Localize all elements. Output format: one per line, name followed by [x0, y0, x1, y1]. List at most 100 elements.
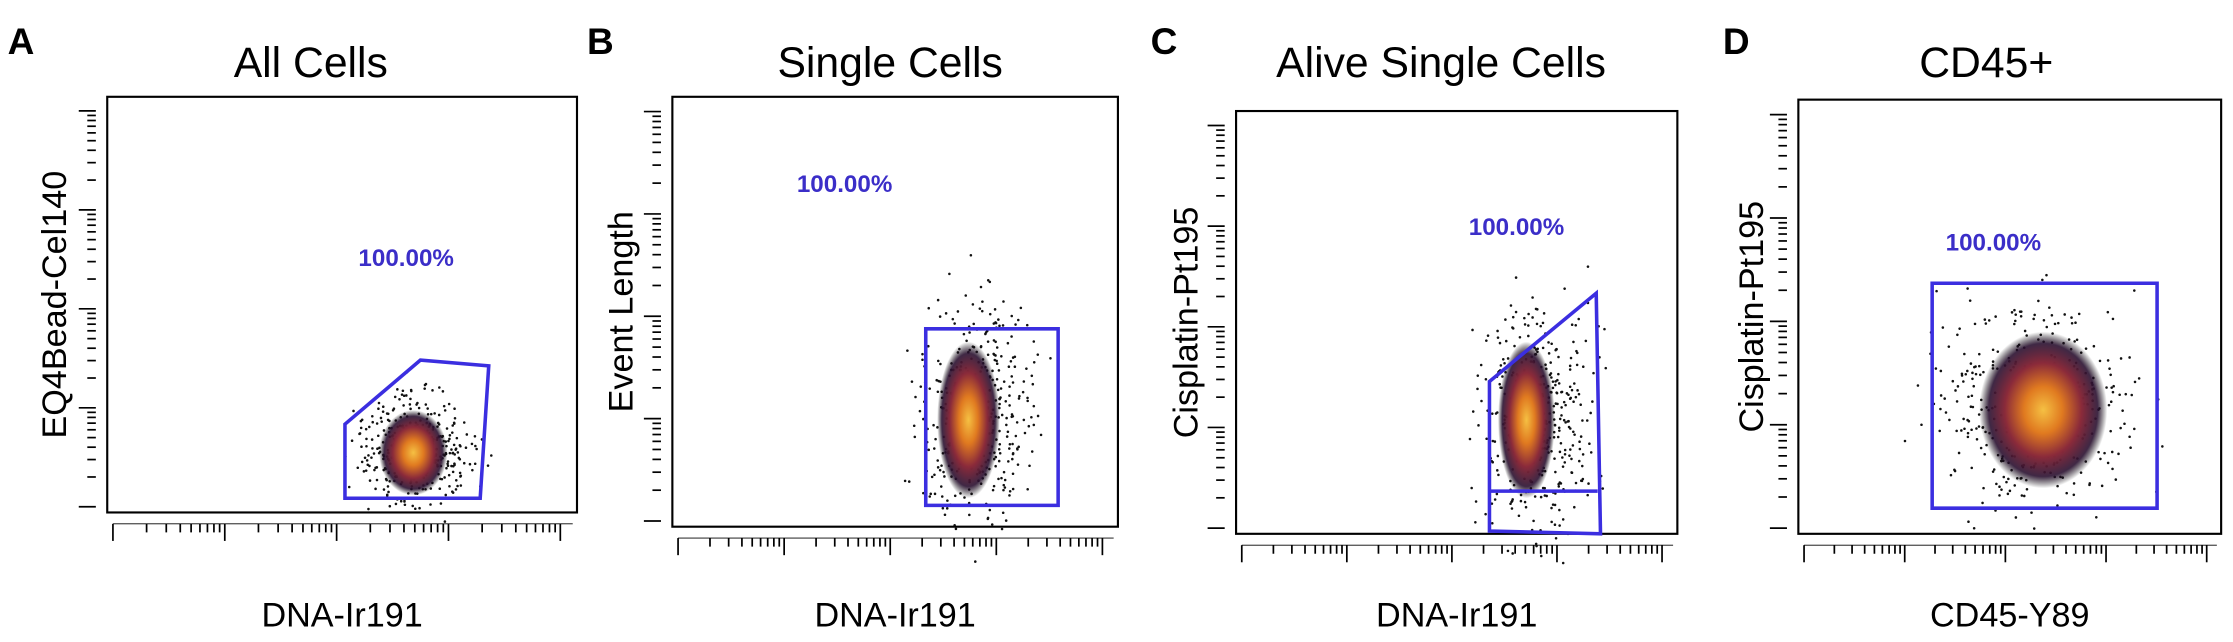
event-dot — [1581, 477, 1585, 481]
event-dot — [974, 560, 977, 563]
event-dot — [377, 407, 380, 410]
event-dot — [451, 431, 454, 434]
event-dot — [2019, 315, 2023, 318]
event-dot — [364, 427, 368, 431]
event-dot — [459, 474, 463, 478]
event-dot — [1503, 361, 1506, 365]
event-dot — [1556, 435, 1560, 439]
event-dot — [1554, 380, 1557, 383]
event-dot — [1510, 507, 1514, 510]
event-dot — [452, 443, 456, 447]
event-dot — [429, 412, 433, 416]
event-dot — [910, 380, 914, 383]
event-dot — [443, 520, 447, 523]
event-dot — [1916, 384, 1920, 387]
event-dot — [2010, 311, 2014, 314]
event-dot — [456, 451, 460, 454]
event-dot — [1484, 377, 1488, 381]
event-dot — [365, 437, 368, 441]
event-dot — [1550, 506, 1553, 510]
event-dot — [2106, 359, 2110, 362]
event-dot — [1003, 486, 1007, 489]
event-dot — [1026, 396, 1029, 400]
event-dot — [1955, 429, 1958, 433]
event-dot — [992, 339, 996, 342]
event-dot — [454, 448, 457, 451]
event-dot — [1569, 356, 1573, 360]
event-dot — [1603, 327, 1606, 331]
y-axis-label: Cisplatin-Pt195 — [1733, 201, 1771, 433]
event-dot — [433, 412, 436, 415]
event-dot — [1998, 494, 2001, 497]
event-dot — [453, 453, 456, 456]
event-dot — [2050, 314, 2054, 317]
event-dot — [2123, 422, 2126, 426]
event-dot — [1967, 419, 1971, 423]
event-dot — [1539, 495, 1543, 499]
event-dot — [1005, 416, 1008, 420]
event-dot — [1558, 417, 1562, 421]
event-dot — [1498, 382, 1501, 386]
event-dot — [980, 309, 984, 313]
event-dot — [375, 422, 379, 425]
event-dot — [1016, 318, 1020, 322]
event-dot — [1561, 518, 1565, 521]
event-dot — [456, 484, 459, 488]
event-dot — [401, 389, 405, 393]
event-dot — [1969, 362, 1973, 365]
event-dot — [2121, 409, 2124, 412]
event-dot — [442, 404, 446, 408]
event-dot — [376, 434, 380, 438]
event-dot — [1511, 315, 1515, 319]
gate — [1487, 289, 1603, 536]
event-dot — [998, 442, 1002, 446]
event-dot — [978, 307, 982, 310]
event-dot — [2128, 435, 2131, 439]
event-dot — [424, 403, 428, 406]
event-dot — [398, 398, 401, 401]
event-dot — [2092, 344, 2096, 348]
event-dot — [359, 426, 363, 430]
event-dot — [1975, 427, 1978, 430]
event-dot — [1556, 402, 1559, 406]
event-dot — [2056, 504, 2059, 507]
event-dot — [940, 495, 944, 498]
plot-frame — [1797, 98, 2223, 535]
event-dot — [1494, 412, 1498, 415]
event-dot — [1016, 463, 1020, 466]
event-dot — [470, 442, 474, 446]
event-dot — [2030, 511, 2033, 514]
event-dot — [2008, 489, 2012, 493]
event-dot — [2013, 322, 2016, 326]
event-dot — [405, 394, 408, 397]
event-dot — [372, 452, 376, 455]
event-dot — [1491, 412, 1494, 415]
event-dot — [1005, 435, 1009, 438]
event-dot — [1533, 495, 1537, 498]
event-dot — [1550, 376, 1553, 379]
event-dot — [450, 448, 453, 451]
event-dot — [1523, 316, 1526, 320]
event-dot — [1987, 319, 1991, 322]
event-dot — [423, 387, 426, 390]
event-dot — [385, 412, 389, 415]
y-axis-label: Cisplatin-Pt195 — [1168, 207, 1206, 439]
event-dot — [1468, 437, 1472, 441]
event-dot — [1577, 392, 1581, 396]
event-dot — [1983, 452, 1986, 456]
event-dot — [1581, 453, 1585, 456]
event-dot — [1964, 372, 1968, 376]
gate — [343, 358, 491, 501]
event-dot — [2013, 308, 2016, 312]
event-dot — [1968, 299, 1972, 302]
event-dot — [438, 487, 442, 490]
event-dot — [409, 388, 413, 392]
event-dot — [948, 272, 951, 276]
event-dot — [2019, 310, 2023, 313]
event-dot — [376, 447, 379, 450]
event-dot — [380, 420, 383, 423]
event-dot — [429, 503, 432, 506]
event-dot — [2118, 393, 2121, 397]
event-dot — [969, 253, 973, 257]
event-dot — [1541, 321, 1545, 325]
